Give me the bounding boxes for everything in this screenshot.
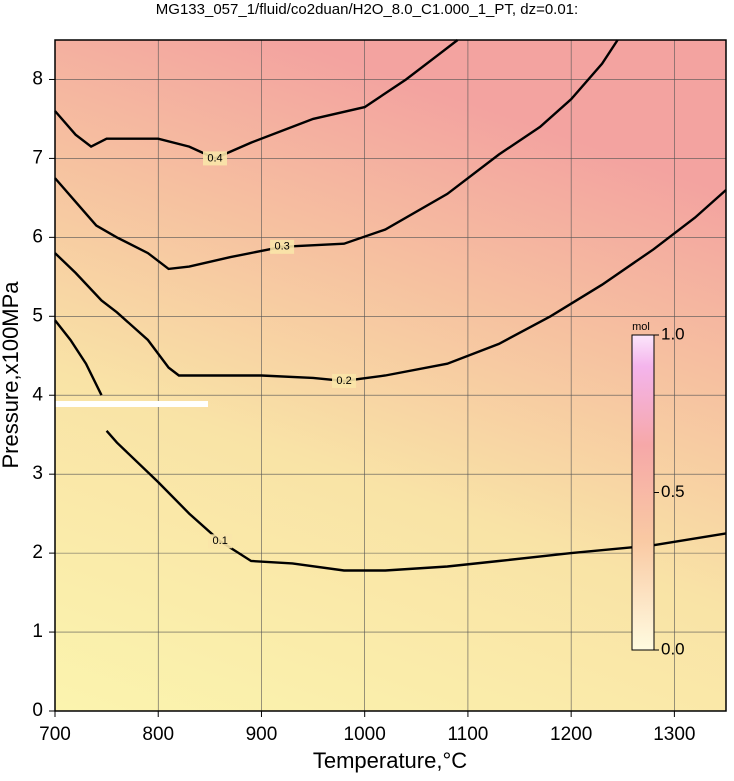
y-tick-label: 0 [32, 700, 43, 721]
x-tick-label: 800 [142, 724, 174, 745]
y-tick-label: 2 [32, 542, 43, 563]
colorbar-tick-label: 0.0 [661, 639, 685, 658]
colorbar [631, 334, 655, 651]
contour-label: 0.1 [213, 535, 228, 547]
plot-frame [54, 39, 727, 712]
contour-label-bg [203, 151, 228, 166]
y-axis-label: Pressure,x100MPa [0, 281, 23, 469]
masked-band [55, 401, 208, 407]
colorbar-label: mol [632, 321, 650, 333]
contour-label-bg [332, 374, 357, 389]
y-tick-label: 3 [32, 463, 43, 484]
x-tick-label: 700 [39, 724, 71, 745]
contour-label: 0.3 [274, 241, 289, 253]
x-tick-label: 1300 [653, 724, 695, 745]
contour-label: 0.4 [207, 152, 222, 164]
contour-label-bg [208, 534, 233, 549]
y-tick-label: 5 [32, 305, 43, 326]
contour-line [54, 319, 727, 572]
x-tick-label: 1200 [550, 724, 592, 745]
y-tick-label: 7 [32, 147, 43, 168]
contour-label-bg [270, 239, 295, 254]
y-tick-label: 4 [32, 384, 43, 405]
x-tick-label: 900 [246, 724, 278, 745]
colorbar-tick-label: 0.5 [661, 482, 685, 501]
colorbar-tick-label: 1.0 [661, 324, 685, 343]
y-tick-label: 6 [32, 226, 43, 247]
y-tick-label: 1 [32, 621, 43, 642]
contour-line [54, 189, 727, 383]
x-tick-label: 1000 [344, 724, 386, 745]
chart-title: MG133_057_1/fluid/co2duan/H2O_8.0_C1.000… [156, 1, 578, 18]
contour-label: 0.2 [336, 375, 351, 387]
x-tick-label: 1100 [447, 724, 488, 745]
x-axis-label: Temperature,°C [313, 748, 467, 773]
y-tick-label: 8 [32, 68, 43, 89]
